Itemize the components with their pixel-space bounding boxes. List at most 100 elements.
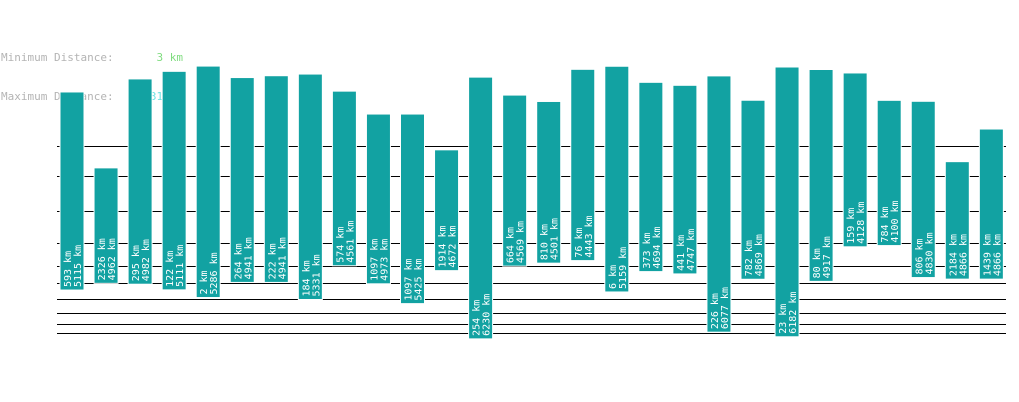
bar-max-label-27: 4866 km (958, 234, 969, 276)
range-bar-15 (536, 100, 562, 264)
range-bar-group-9: 574 km 4561 km (331, 90, 357, 267)
bar-min-label-11: 1097 km (404, 258, 415, 300)
range-bar-group-27: 2184 km 4866 km (944, 161, 970, 280)
bar-max-label-14: 4569 km (516, 221, 527, 263)
range-bar-28 (978, 128, 1004, 280)
bar-max-label-28: 4866 km (992, 234, 1003, 276)
minimum-distance-row: Minimum Distance: 3 km (1, 51, 183, 64)
bar-min-label-9: 574 km (335, 227, 346, 263)
range-bar-group-17: 6 km 5159 km (604, 65, 630, 293)
range-bar-group-1: 593 km 5115 km (59, 91, 85, 291)
bar-max-label-20: 6077 km (720, 287, 731, 329)
minimum-distance-value: 3 km (156, 51, 184, 64)
bar-max-label-21: 4869 km (754, 234, 765, 276)
range-bar-group-6: 264 km 4941 km (229, 77, 255, 283)
range-bar-26 (910, 100, 936, 279)
minimum-distance-label: Minimum Distance: (1, 51, 114, 64)
bar-min-label-10: 1097 km (369, 239, 380, 281)
bars: 593 km 5115 km 2326 km 4962 km 295 km 4982 km… (59, 65, 1004, 340)
range-bar-8 (297, 73, 323, 300)
range-bar-24 (842, 72, 868, 248)
bar-max-label-9: 4561 km (345, 221, 356, 263)
range-bar-25 (876, 99, 902, 247)
range-bar-13 (468, 76, 494, 340)
range-bar-22 (774, 66, 800, 338)
range-bar-group-14: 664 km 4569 km (502, 94, 528, 267)
bar-min-label-16: 76 km (574, 227, 585, 257)
range-bar-group-22: 23 km 6182 km (774, 66, 800, 338)
bar-min-label-4: 122 km (165, 251, 176, 287)
bar-min-label-12: 1914 km (438, 225, 449, 267)
bar-min-label-17: 6 km (608, 265, 619, 289)
bar-max-label-15: 4501 km (550, 218, 561, 260)
range-bar-group-10: 1097 km 4973 km (365, 113, 391, 285)
range-bar-group-2: 2326 km 4962 km (93, 167, 119, 284)
bar-max-label-16: 4443 km (584, 215, 595, 257)
bar-max-label-4: 5111 km (175, 245, 186, 287)
range-bar-group-19: 441 km 4747 km (672, 84, 698, 275)
range-bar-group-18: 373 km 4694 km (638, 81, 664, 273)
range-bar-10 (365, 113, 391, 285)
bar-min-label-13: 254 km (472, 300, 483, 336)
bar-min-label-3: 295 km (131, 245, 142, 281)
range-bar-group-8: 184 km 5331 km (297, 73, 323, 300)
range-bar-9 (331, 90, 357, 267)
range-bar-27 (944, 161, 970, 280)
range-bar-group-21: 782 km 4869 km (740, 99, 766, 280)
bar-min-label-28: 1439 km (982, 234, 993, 276)
range-bar-group-26: 806 km 4830 km (910, 100, 936, 279)
range-bar-14 (502, 94, 528, 267)
bar-min-label-20: 226 km (710, 293, 721, 329)
bar-min-label-25: 784 km (880, 206, 891, 242)
bar-max-label-13: 6230 km (482, 294, 493, 336)
bar-min-label-7: 222 km (267, 243, 278, 279)
bar-max-label-12: 4672 km (448, 225, 459, 267)
range-bar-11 (400, 113, 425, 305)
bar-min-label-1: 593 km (63, 251, 74, 287)
range-bar-5 (195, 65, 221, 299)
bar-min-label-6: 264 km (233, 243, 244, 279)
bar-max-label-6: 4941 km (243, 237, 254, 279)
bar-max-label-17: 5159 km (618, 247, 629, 289)
bar-max-label-1: 5115 km (73, 245, 84, 287)
bar-min-label-15: 810 km (540, 224, 551, 260)
range-bar-2 (93, 167, 119, 284)
bar-min-label-22: 23 km (778, 304, 789, 334)
range-bar-group-5: 2 km 5286 km (195, 65, 221, 299)
bar-min-label-5: 2 km (199, 270, 210, 294)
bar-min-label-27: 2184 km (948, 234, 959, 276)
bar-max-label-3: 4982 km (141, 239, 152, 281)
bar-min-label-26: 806 km (914, 238, 925, 274)
range-bar-3 (127, 78, 153, 285)
range-bar-19 (672, 84, 698, 275)
bar-min-label-24: 159 km (846, 208, 857, 244)
bar-min-label-19: 441 km (676, 235, 687, 271)
bar-min-label-23: 80 km (812, 248, 823, 278)
bar-max-label-2: 4962 km (107, 238, 118, 280)
bar-max-label-8: 5331 km (311, 254, 322, 296)
range-bar-7 (263, 75, 289, 283)
range-bar-group-28: 1439 km 4866 km (978, 128, 1004, 280)
range-bar-4 (161, 70, 187, 291)
range-bar-group-25: 784 km 4100 km (876, 99, 902, 247)
bar-min-label-18: 373 km (642, 232, 653, 268)
range-bar-6 (229, 77, 255, 283)
bar-max-label-23: 4917 km (822, 236, 833, 278)
range-bar-group-24: 159 km 4128 km (842, 72, 868, 248)
range-bar-group-11: 1097 km 5425 km (400, 113, 425, 305)
bar-min-label-21: 782 km (744, 240, 755, 276)
bar-min-label-8: 184 km (301, 260, 312, 296)
bar-min-label-14: 664 km (506, 227, 517, 263)
range-bar-group-15: 810 km 4501 km (536, 100, 562, 264)
range-bar-23 (808, 69, 834, 282)
range-bar-17 (604, 65, 630, 293)
range-bar-group-23: 80 km 4917 km (808, 69, 834, 282)
bar-max-label-10: 4973 km (379, 239, 390, 281)
bar-max-label-5: 5286 km (209, 252, 220, 294)
bar-max-label-7: 4941 km (277, 237, 288, 279)
range-bar-18 (638, 81, 664, 273)
range-bar-group-12: 1914 km 4672 km (434, 149, 460, 272)
range-bar-21 (740, 99, 766, 280)
range-bar-group-20: 226 km 6077 km (706, 75, 732, 333)
